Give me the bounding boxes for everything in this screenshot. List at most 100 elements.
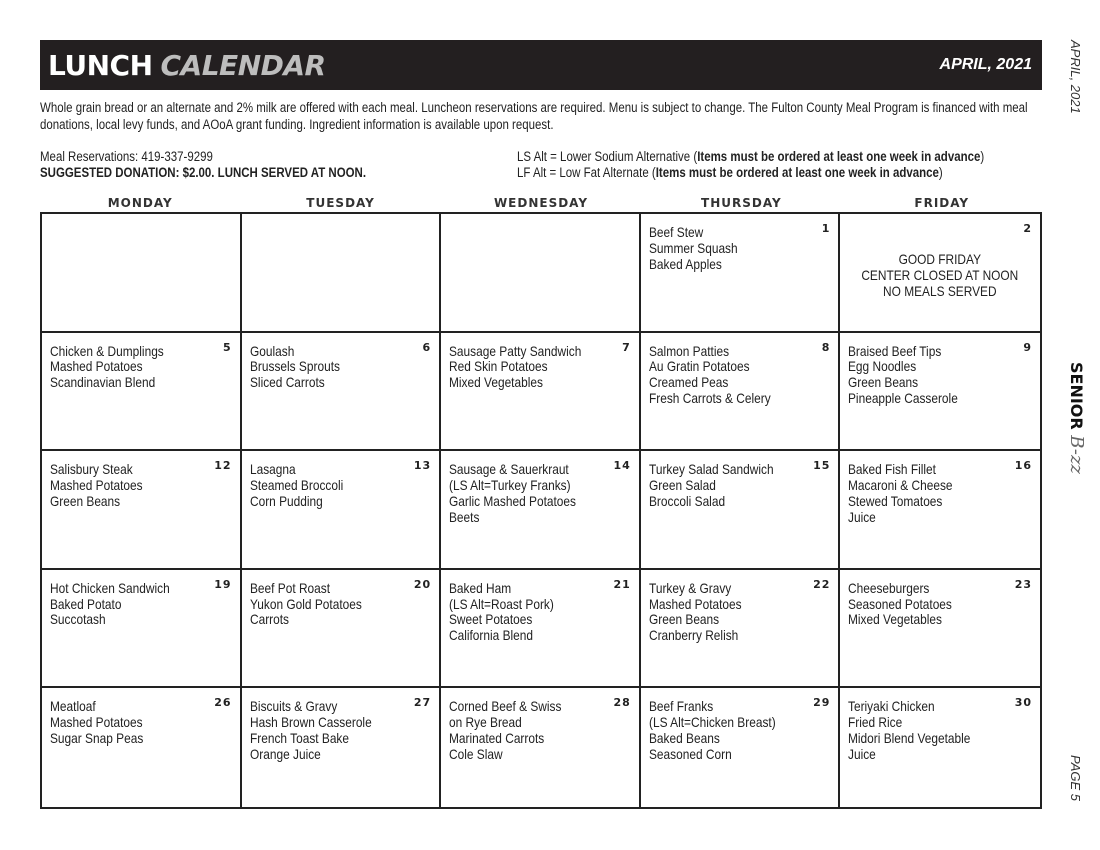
menu-item: Sausage & Sauerkraut [449,461,569,478]
menu-item: Macaroni & Cheese [848,476,953,493]
reservations-phone: Meal Reservations: 419-337-9299 [40,149,213,164]
day-number: 1 [821,222,831,235]
menu-item: Au Gratin Potatoes [648,358,750,375]
menu-item: Beef Stew [648,224,704,240]
day-number: 6 [422,340,432,354]
calendar-day-cell: 26 Meatloaf Mashed Potatoes Sugar Snap Peas [42,688,242,807]
day-number: 8 [821,340,831,354]
day-number: 20 [413,577,432,591]
day-number: 19 [214,577,232,591]
menu-item: Corn Pudding [249,492,323,509]
menu-item: Red Skin Potatoes [449,358,548,375]
calendar-day-cell: 7 Sausage Patty Sandwich Red Skin Potatoes… [441,332,641,452]
senior-buzz-logo: SENIOR B-zz [1066,362,1087,474]
menu-item: Seasoned Corn [648,745,732,762]
weekday-header: TUESDAY [306,196,375,210]
day-number: 7 [622,340,631,354]
day-number: 21 [613,577,631,591]
day-number: 9 [1023,340,1032,354]
calendar-day-cell: 2 GOOD FRIDAY CENTER CLOSED AT NOON NO MEAL… [840,214,1040,333]
calendar-day-cell: 23 Cheeseburgers Seasoned Potatoes Mixed Ve… [840,570,1040,689]
menu-item: Salmon Patties [648,342,729,359]
day-number: 23 [1014,577,1032,591]
title-bold: LUNCH [48,48,153,82]
menu-item: on Rye Bread [449,714,522,731]
menu-item: Sliced Carrots [249,374,325,391]
calendar-day-cell: 22 Turkey & Gravy Mashed Potatoes Green Bea… [640,569,841,689]
page-number: PAGE 5 [1068,755,1083,802]
calendar-day-cell: 9 Braised Beef Tips Egg Noodles Green Beans… [840,333,1040,452]
day-number: 13 [413,459,432,473]
menu-items: Meatloaf Mashed Potatoes Sugar Snap Peas [50,699,143,746]
menu-items: Beef Franks (LS Alt=Chicken Breast) Baked … [649,699,776,762]
weekday-header: MONDAY [107,196,173,210]
menu-item: (LS Alt=Turkey Franks) [449,476,571,493]
calendar-day-cell: 28 Corned Beef & Swiss on Rye Bread Marinat… [441,688,641,807]
menu-item: Corned Beef & Swiss [449,698,562,715]
menu-item: Fried Rice [848,714,903,731]
day-number: 27 [413,696,432,710]
menu-item: Chicken & Dumplings [50,342,164,359]
menu-item: Orange Juice [249,745,321,762]
closure-note: GOOD FRIDAY CENTER CLOSED AT NOON NO MEALS… [840,251,1040,299]
menu-item: Succotash [50,611,106,628]
calendar-day-cell: 16 Baked Fish Fillet Macaroni & Cheese Stew… [840,451,1040,570]
menu-item: Sweet Potatoes [449,611,533,628]
note-line: NO MEALS SERVED [883,283,997,299]
day-number: 30 [1014,696,1032,710]
suggested-donation: SUGGESTED DONATION: $2.00. LUNCH SERVED … [40,165,367,180]
day-number: 12 [214,459,232,473]
menu-item: California Blend [449,627,534,644]
calendar-day-cell: 1 Beef Stew Summer Squash Baked Apples [640,214,841,333]
menu-item: Egg Noodles [848,358,917,375]
menu-items: Corned Beef & Swiss on Rye Bread Marinated… [449,699,561,762]
menu-item: (LS Alt=Chicken Breast) [648,714,776,731]
menu-item: Turkey & Gravy [648,579,732,596]
menu-items: Salisbury Steak Mashed Potatoes Green Bean… [50,461,143,509]
menu-items: Braised Beef Tips Egg Noodles Green Beans P… [848,343,958,407]
menu-item: Steamed Broccoli [249,476,343,493]
calendar-day-cell: 19 Hot Chicken Sandwich Baked Potato Succot… [42,569,242,689]
menu-items: Turkey & Gravy Mashed Potatoes Green Beans… [648,579,742,644]
menu-item: Hash Brown Casserole [249,714,372,731]
menu-items: Beef Pot Roast Yukon Gold Potatoes Carrots [250,580,362,628]
menu-item: Biscuits & Gravy [249,698,337,715]
menu-item: Baked Beans [648,729,720,746]
menu-item: Baked Potato [50,595,122,612]
alternatives-legend: LS Alt = Lower Sodium Alternative (Items… [517,149,984,181]
menu-items: Chicken & Dumplings Mashed Potatoes Scandi… [50,342,164,391]
menu-item: Cole Slaw [449,745,503,762]
header-date: APRIL, 2021 [939,56,1032,73]
menu-item: Garlic Mashed Potatoes [449,492,577,509]
menu-item: Midori Blend Vegetable [848,729,971,746]
menu-item: Lasagna [249,461,296,478]
menu-items: Biscuits & Gravy Hash Brown Casserole Fren… [250,699,372,762]
menu-item: Mashed Potatoes [50,714,143,731]
note-line: CENTER CLOSED AT NOON [861,267,1019,283]
menu-items: Baked Ham (LS Alt=Roast Pork) Sweet Potato… [449,579,554,644]
menu-item: Green Beans [648,611,719,628]
menu-item: Baked Ham [449,579,512,596]
day-number: 26 [214,696,232,710]
menu-item: Stewed Tomatoes [848,492,943,509]
day-number: 29 [813,696,831,710]
weekday-header: THURSDAY [701,196,782,210]
menu-item: Mashed Potatoes [648,595,742,612]
calendar-day-cell [441,214,641,333]
menu-item: Marinated Carrots [449,729,545,746]
calendar-day-cell: 29 Beef Franks (LS Alt=Chicken Breast) Bake… [641,688,841,807]
menu-item: Scandinavian Blend [50,374,156,391]
menu-items: Hot Chicken Sandwich Baked Potato Succotas… [50,580,170,628]
weekday-headers: MONDAY TUESDAY WEDNESDAY THURSDAY FRIDAY [40,196,1042,210]
menu-item: Mixed Vegetables [848,611,943,628]
menu-items: Lasagna Steamed Broccoli Corn Pudding [249,461,343,509]
menu-item: Turkey Salad Sandwich [648,461,774,478]
menu-item: Beef Franks [648,698,713,715]
menu-item: Fresh Carrots & Celery [648,389,771,406]
title-light: CALENDAR [160,48,327,82]
menu-item: Cranberry Relish [648,627,739,644]
calendar-day-cell: 27 Biscuits & Gravy Hash Brown Casserole Fr… [242,688,442,807]
menu-item: French Toast Bake [249,729,349,746]
menu-item: Mixed Vegetables [449,374,544,391]
day-number: 2 [1023,222,1032,235]
